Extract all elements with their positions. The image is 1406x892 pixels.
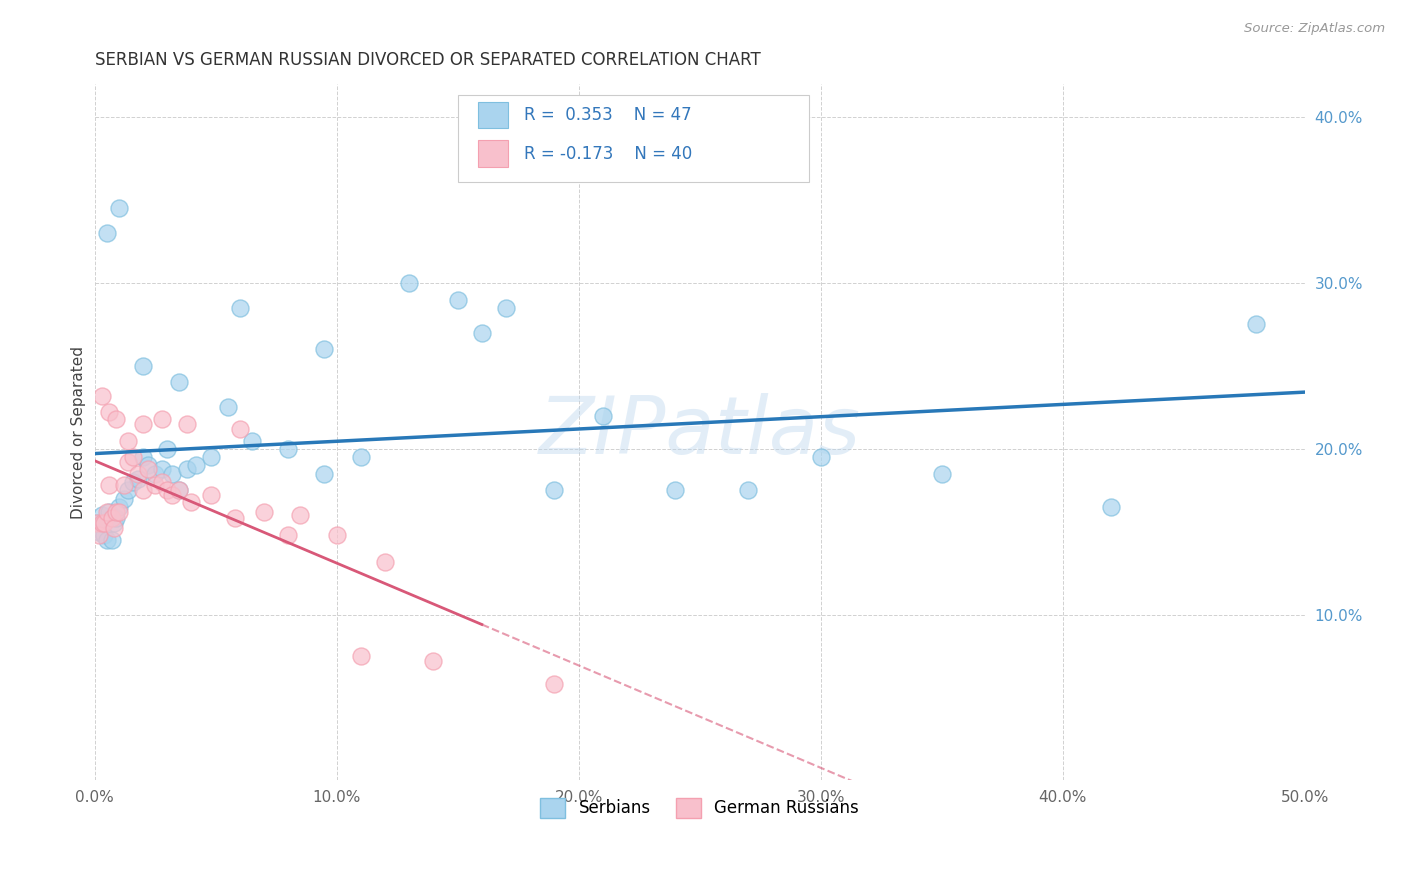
Text: Source: ZipAtlas.com: Source: ZipAtlas.com [1244,22,1385,36]
Point [122,450,145,464]
Point [180,495,202,509]
Point [90,516,112,531]
Point [1244,318,1267,332]
Point [127,472,149,486]
Point [314,343,336,357]
Point [127,467,149,481]
Point [350,648,373,663]
Point [150,461,173,475]
Point [100,511,122,525]
Point [160,467,183,481]
Point [325,528,347,542]
Text: ZIPatlas: ZIPatlas [538,393,860,471]
Point [143,467,166,481]
Point [132,450,155,464]
Point [224,511,246,525]
Point [398,276,420,290]
Point [160,488,183,502]
Point [100,533,122,547]
Point [810,450,832,464]
Point [98,478,121,492]
Point [471,326,494,340]
Point [253,505,276,519]
Point [150,475,173,489]
Point [240,434,263,448]
Point [176,461,198,475]
Point [592,409,614,423]
Point [374,554,396,568]
Point [422,654,444,668]
Point [446,293,468,307]
Point [217,401,239,415]
Text: R = -0.173    N = 40: R = -0.173 N = 40 [524,145,692,162]
Point [543,677,565,691]
Point [117,434,139,448]
Point [132,359,155,373]
Point [93,528,115,542]
Point [1099,500,1122,514]
Point [96,227,118,241]
Bar [478,140,509,167]
Point [103,521,125,535]
Point [117,483,139,498]
Point [132,483,155,498]
Point [200,450,222,464]
Point [931,467,953,481]
Point [117,455,139,469]
Point [277,442,299,456]
Point [105,505,128,519]
Point [136,461,159,475]
Point [86,516,108,531]
FancyBboxPatch shape [457,95,808,182]
Point [107,202,129,216]
Point [89,524,111,539]
Point [132,417,155,431]
Point [122,475,145,489]
Point [314,467,336,481]
Point [93,516,115,531]
Point [143,478,166,492]
Point [98,405,121,419]
Point [156,483,179,498]
Point [136,458,159,473]
Point [169,483,191,498]
Y-axis label: Divorced or Separated: Divorced or Separated [72,346,86,519]
Point [229,301,252,315]
Point [737,483,759,498]
Point [90,389,112,403]
Point [107,500,129,514]
Point [112,491,135,506]
Point [156,442,179,456]
Point [200,488,222,502]
Point [103,516,125,531]
Point [96,533,118,547]
Point [186,458,208,473]
Bar [478,102,509,128]
Point [176,417,198,431]
Point [290,508,312,522]
Point [96,505,118,519]
Point [112,478,135,492]
Point [350,450,373,464]
Point [229,422,252,436]
Point [90,508,112,522]
Point [543,483,565,498]
Point [105,511,128,525]
Point [169,483,191,498]
Text: SERBIAN VS GERMAN RUSSIAN DIVORCED OR SEPARATED CORRELATION CHART: SERBIAN VS GERMAN RUSSIAN DIVORCED OR SE… [94,51,761,69]
Point [98,505,121,519]
Legend: Serbians, German Russians: Serbians, German Russians [534,791,866,824]
Text: R =  0.353    N = 47: R = 0.353 N = 47 [524,106,692,124]
Point [105,412,128,426]
Point [495,301,517,315]
Point [86,516,108,531]
Point [277,528,299,542]
Point [107,505,129,519]
Point [150,412,173,426]
Point [169,376,191,390]
Point [664,483,686,498]
Point [89,528,111,542]
